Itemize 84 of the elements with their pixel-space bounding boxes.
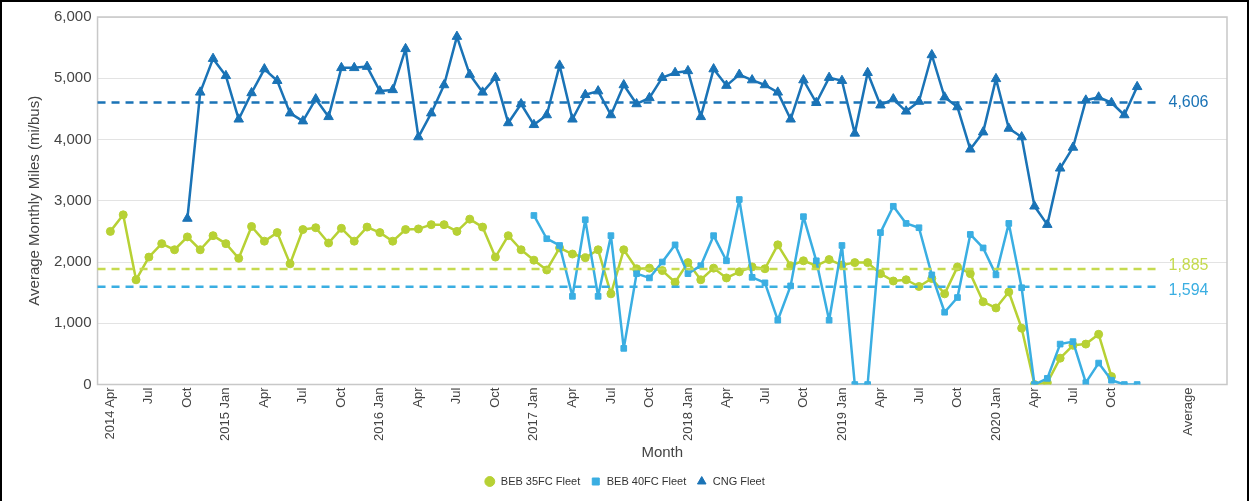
point xyxy=(761,279,769,287)
x-tick-label: Oct xyxy=(949,387,965,408)
point xyxy=(1082,379,1090,385)
ref-line-label: 1,885 xyxy=(1168,256,1209,274)
x-tick-label: Oct xyxy=(795,387,811,408)
point xyxy=(543,235,551,243)
point xyxy=(800,213,807,221)
x-tick-label: Jul xyxy=(294,387,310,405)
legend-label: BEB 35FC Fleet xyxy=(500,474,581,487)
legend-label: CNG Fleet xyxy=(712,474,765,487)
point xyxy=(825,316,833,324)
point xyxy=(877,229,884,236)
x-tick-label: 2015 Jan xyxy=(217,387,233,442)
point xyxy=(556,242,563,249)
x-tick-label: Apr xyxy=(872,386,888,408)
y-tick-label: 0 xyxy=(83,374,92,392)
point xyxy=(1108,376,1115,384)
point xyxy=(941,308,948,316)
x-tick-label: 2017 Jan xyxy=(525,387,541,442)
x-tick-label: Oct xyxy=(332,387,348,408)
point xyxy=(620,345,628,352)
x-tick-label: Oct xyxy=(178,387,194,408)
x-tick-label: Jul xyxy=(910,387,926,405)
point xyxy=(658,258,666,266)
point xyxy=(633,270,640,277)
point xyxy=(723,257,730,265)
point xyxy=(838,242,846,249)
point xyxy=(902,220,910,227)
x-tick-label: Jul xyxy=(1064,387,1080,405)
x-tick-label: 2016 Jan xyxy=(371,387,387,442)
point xyxy=(530,212,538,219)
point xyxy=(774,316,782,324)
x-tick-label: Oct xyxy=(641,387,657,408)
y-axis-title: Average Monthly Miles (mi/bus) xyxy=(25,95,43,306)
x-tick-label: Apr xyxy=(564,386,579,408)
x-tick-label: 2018 Jan xyxy=(679,387,695,442)
x-tick-label: 2014 Apr xyxy=(101,386,117,440)
point xyxy=(787,282,794,290)
x-tick-label: Jul xyxy=(602,387,618,405)
point xyxy=(1056,340,1064,348)
x-tick-label: Jul xyxy=(448,387,464,405)
point xyxy=(671,241,679,249)
x-tick-label: Apr xyxy=(1026,386,1042,408)
point xyxy=(607,232,615,239)
point xyxy=(1018,284,1025,292)
y-tick-label: 2,000 xyxy=(53,252,92,270)
point xyxy=(1069,338,1077,345)
point xyxy=(889,202,897,210)
x-tick-label: Jul xyxy=(140,387,156,405)
point xyxy=(735,196,743,203)
y-tick-label: 6,000 xyxy=(53,7,92,25)
x-tick-label: 2019 Jan xyxy=(833,387,849,442)
ref-line-label: 1,594 xyxy=(1168,281,1209,299)
ref-line-label: 4,606 xyxy=(1168,92,1209,110)
x-tick-label: Oct xyxy=(486,387,502,408)
point xyxy=(966,231,974,238)
legend-label: BEB 40FC Fleet xyxy=(606,474,687,487)
point xyxy=(915,224,923,232)
x-tick-label: Apr xyxy=(409,386,425,408)
y-tick-label: 3,000 xyxy=(53,190,92,208)
x-tick-label: Apr xyxy=(718,386,734,408)
point xyxy=(581,216,589,224)
point xyxy=(992,271,1000,279)
point xyxy=(1095,359,1102,367)
x-axis-title: Month xyxy=(641,443,684,461)
point xyxy=(979,244,987,252)
point xyxy=(710,232,717,239)
y-tick-label: 1,000 xyxy=(53,313,92,331)
x-tick-label: Apr xyxy=(255,386,271,408)
point xyxy=(684,270,692,277)
x-tick-label: 2020 Jan xyxy=(987,387,1003,442)
point xyxy=(812,257,820,265)
point xyxy=(646,274,653,282)
point xyxy=(748,273,756,281)
point xyxy=(928,271,936,279)
y-tick-label: 4,000 xyxy=(53,129,92,147)
y-tick-label: 5,000 xyxy=(53,68,92,86)
x-tick-label: Average xyxy=(1180,387,1196,436)
point xyxy=(1005,220,1013,227)
point xyxy=(569,292,576,300)
point xyxy=(594,292,602,300)
point xyxy=(954,294,961,301)
x-tick-label: Jul xyxy=(756,387,772,405)
x-tick-label: Oct xyxy=(1103,387,1119,408)
